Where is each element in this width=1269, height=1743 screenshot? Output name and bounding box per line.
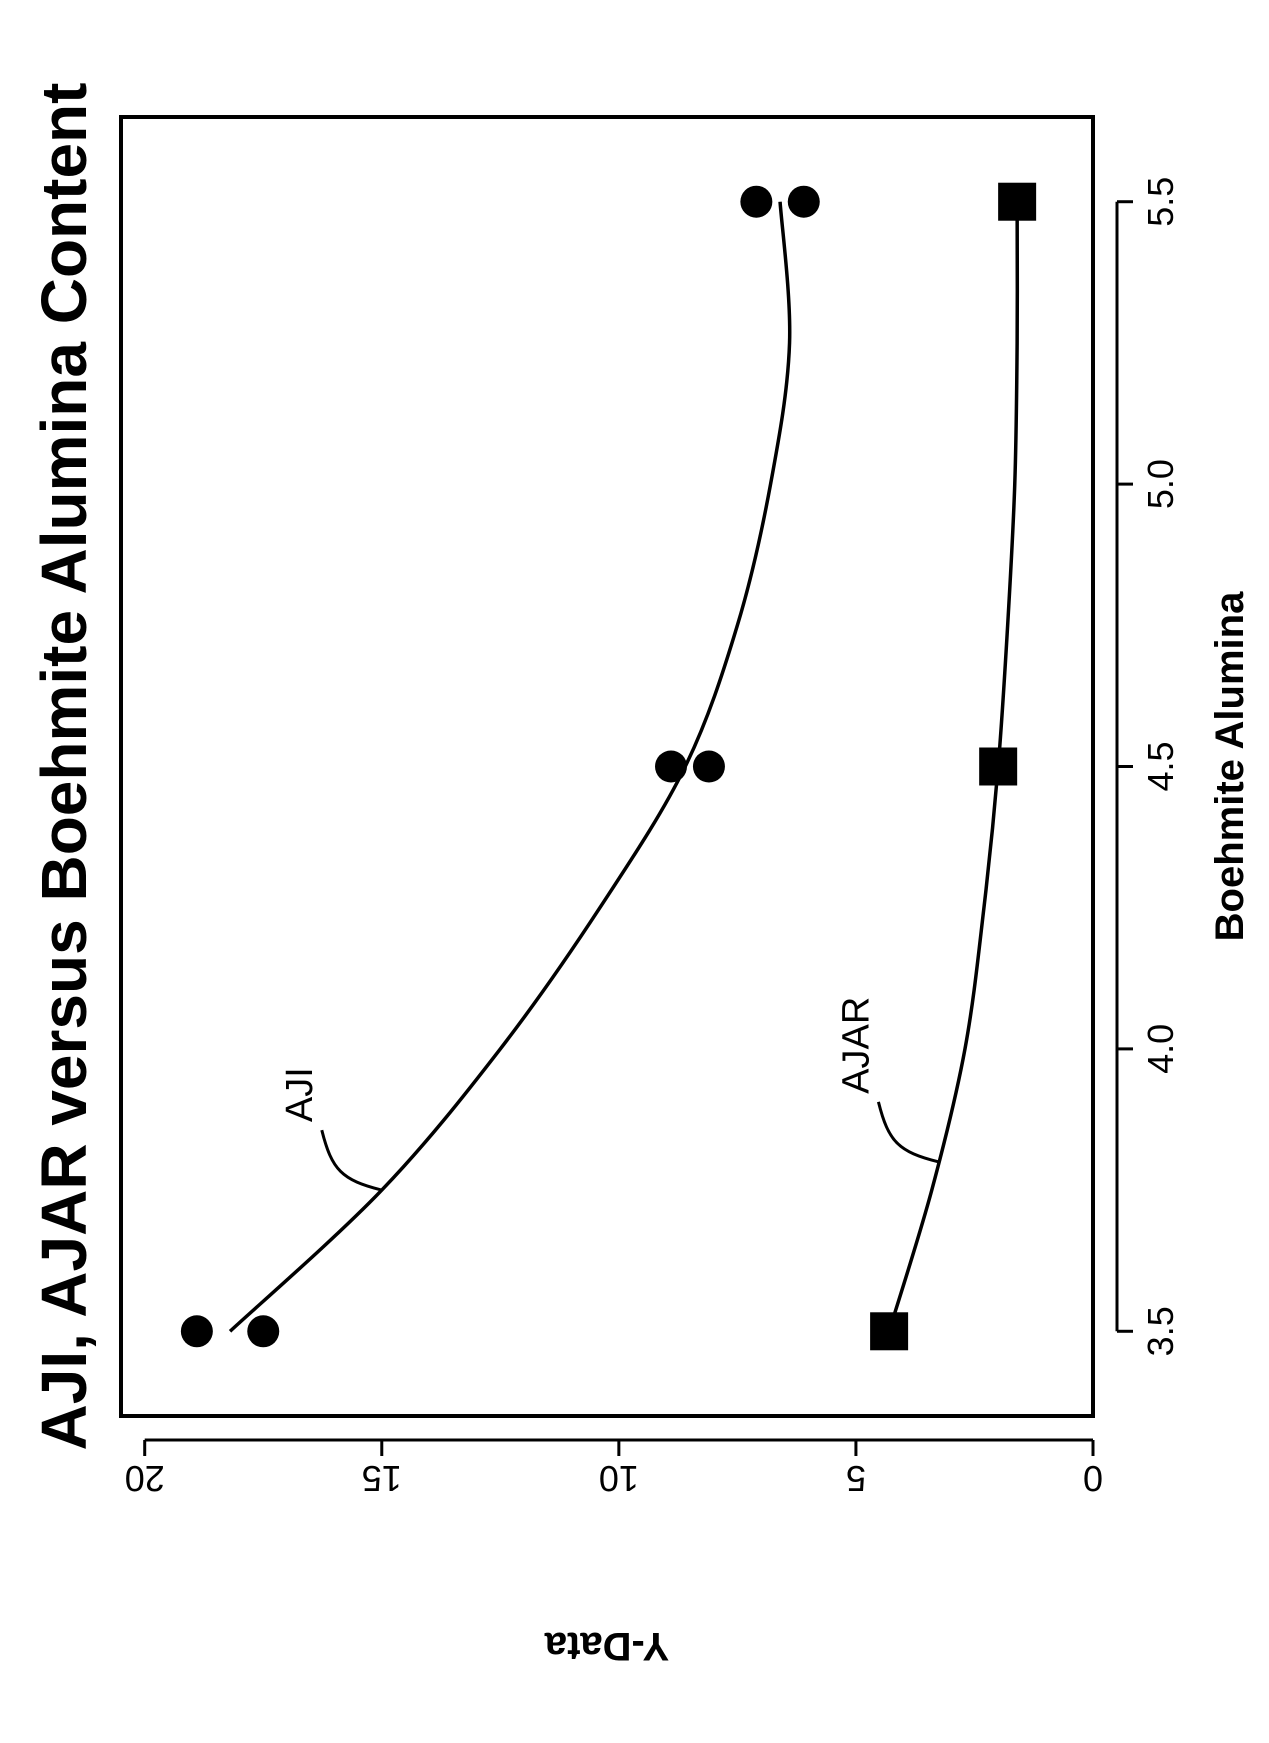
- chart-title: AJI, AJAR versus Boehmite Alumina Conten…: [28, 83, 100, 1451]
- marker-ajar: [998, 182, 1037, 221]
- x-tick-label: 5.0: [1140, 459, 1181, 509]
- y-tick-label: 10: [599, 1458, 639, 1499]
- marker-aji: [787, 185, 820, 218]
- marker-aji: [247, 1315, 280, 1348]
- annotation-label-ajar: AJAR: [835, 997, 877, 1094]
- x-tick-label: 5.5: [1140, 177, 1181, 227]
- rotated-chart-group: 3.5 4.0 4.5 5.0 5.5 0 5 10 15 20 AJI AJAR AJI, AJ…: [28, 83, 1252, 1668]
- annotation-leader-aji: [320, 1129, 383, 1192]
- x-axis-label: Boehmite Alumina: [1208, 591, 1252, 941]
- x-axis: 3.5 4.0 4.5 5.0 5.5: [1115, 177, 1181, 1356]
- marker-aji: [692, 750, 725, 783]
- plot-frame: [119, 115, 1095, 1418]
- y-tick-label: 5: [846, 1458, 866, 1499]
- marker-aji: [180, 1315, 213, 1348]
- x-tick-label: 4.5: [1140, 741, 1181, 791]
- marker-aji: [655, 750, 688, 783]
- annotations: AJI AJAR: [279, 997, 939, 1192]
- marker-aji: [740, 185, 773, 218]
- annotation-label-aji: AJI: [279, 1067, 321, 1122]
- data-markers: [180, 182, 1037, 1351]
- x-tick-label: 4.0: [1140, 1024, 1181, 1074]
- fit-curve-aji: [228, 201, 792, 1333]
- y-tick-label: 20: [125, 1458, 165, 1499]
- y-tick-label: 15: [362, 1458, 402, 1499]
- y-tick-label: 0: [1083, 1458, 1103, 1499]
- marker-ajar: [870, 1312, 909, 1351]
- y-axis: 0 5 10 15 20: [125, 1438, 1103, 1499]
- marker-ajar: [979, 747, 1018, 786]
- annotation-leader-ajar: [876, 1101, 939, 1164]
- x-tick-label: 3.5: [1140, 1306, 1181, 1356]
- y-axis-label: Y-Data: [544, 1624, 669, 1668]
